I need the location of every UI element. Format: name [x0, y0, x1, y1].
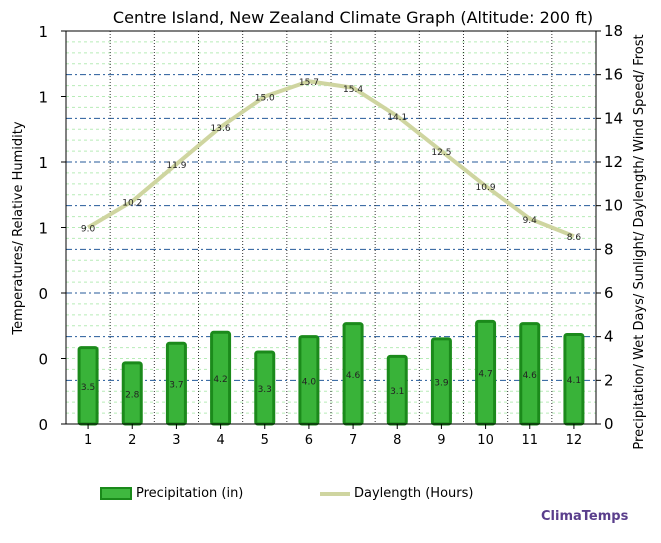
- daylength-value-label: 13.6: [211, 124, 231, 134]
- daylength-line: [87, 79, 575, 239]
- precipitation-value-label: 4.6: [346, 371, 361, 381]
- precipitation-value-label: 4.0: [302, 377, 317, 387]
- chart-title: Centre Island, New Zealand Climate Graph…: [113, 8, 593, 27]
- precipitation-value-label: 3.1: [390, 387, 404, 397]
- daylength-value-label: 15.7: [299, 78, 319, 88]
- x-tick-label: 5: [261, 433, 269, 448]
- right-axis-label: Precipitation/ Wet Days/ Sunlight/ Dayle…: [632, 34, 647, 449]
- daylength-value-label: 9.4: [523, 216, 538, 226]
- precipitation-bars: [77, 319, 585, 426]
- precipitation-value-label: 4.2: [213, 375, 227, 385]
- precipitation-value-label: 4.7: [478, 370, 492, 380]
- daylength-value-label: 12.5: [431, 148, 451, 158]
- x-tick-label: 2: [128, 433, 136, 448]
- x-tick-label: 9: [437, 433, 445, 448]
- left-tick-label: 0: [38, 351, 48, 369]
- x-tick-label: 8: [393, 433, 401, 448]
- right-tick-label: 8: [604, 240, 614, 258]
- x-tick-label: 6: [305, 433, 313, 448]
- precipitation-value-label: 4.6: [523, 371, 538, 381]
- legend-precipitation: Precipitation (in): [100, 486, 243, 501]
- data-labels: 3.5 2.8 3.7 4.2 3.3 4.0 4.6 3.1 3.9 4.7 4.6 4.1 9.0 1…: [81, 78, 581, 400]
- daylength-value-label: 11.9: [166, 161, 186, 171]
- x-tick-label: 11: [521, 433, 538, 448]
- right-tick-label: 18: [604, 22, 623, 40]
- x-tick-label: 3: [172, 433, 180, 448]
- right-tick-label: 12: [604, 153, 623, 171]
- precipitation-value-label: 3.3: [258, 385, 272, 395]
- precipitation-value-label: 3.7: [169, 381, 183, 391]
- daylength-series-line: [87, 79, 575, 239]
- right-tick-label: 14: [604, 109, 623, 127]
- right-tick-label: 2: [604, 371, 614, 389]
- brand-label: ClimaTemps: [541, 509, 629, 524]
- precipitation-value-label: 3.5: [81, 383, 95, 393]
- legend-precipitation-label: Precipitation (in): [136, 486, 244, 501]
- x-tick-label: 4: [216, 433, 224, 448]
- right-tick-label: 10: [604, 197, 623, 215]
- legend-daylength: Daylength (Hours): [320, 486, 473, 501]
- right-tick-label: 6: [604, 284, 614, 302]
- legend-daylength-label: Daylength (Hours): [354, 486, 474, 501]
- grid: [66, 31, 596, 424]
- daylength-swatch: [320, 491, 350, 496]
- x-tick-label: 7: [349, 433, 357, 448]
- precipitation-value-label: 3.9: [434, 378, 449, 388]
- daylength-value-label: 9.0: [81, 225, 96, 235]
- left-tick-label: 0: [38, 416, 48, 434]
- left-tick-label: 1: [38, 23, 48, 41]
- x-tick-label: 10: [477, 433, 494, 448]
- daylength-value-label: 15.4: [343, 85, 363, 95]
- left-tick-label: 1: [38, 154, 48, 172]
- x-tick-label: 12: [566, 433, 583, 448]
- left-tick-label: 0: [38, 285, 48, 303]
- left-tick-label: 1: [38, 89, 48, 107]
- right-tick-label: 0: [604, 415, 614, 433]
- daylength-value-label: 10.2: [122, 198, 142, 208]
- daylength-value-label: 15.0: [255, 94, 275, 104]
- daylength-value-label: 8.6: [567, 233, 582, 243]
- precipitation-value-label: 2.8: [125, 390, 140, 400]
- precipitation-swatch: [100, 487, 132, 500]
- right-tick-label: 16: [604, 66, 623, 84]
- left-tick-label: 1: [38, 220, 48, 238]
- precipitation-value-label: 4.1: [567, 376, 581, 386]
- daylength-value-label: 10.9: [476, 183, 496, 193]
- x-tick-label: 1: [84, 433, 92, 448]
- right-tick-label: 4: [604, 328, 614, 346]
- daylength-value-label: 14.1: [387, 113, 407, 123]
- left-axis-label: Temperatures/ Relative Humidity: [11, 121, 26, 335]
